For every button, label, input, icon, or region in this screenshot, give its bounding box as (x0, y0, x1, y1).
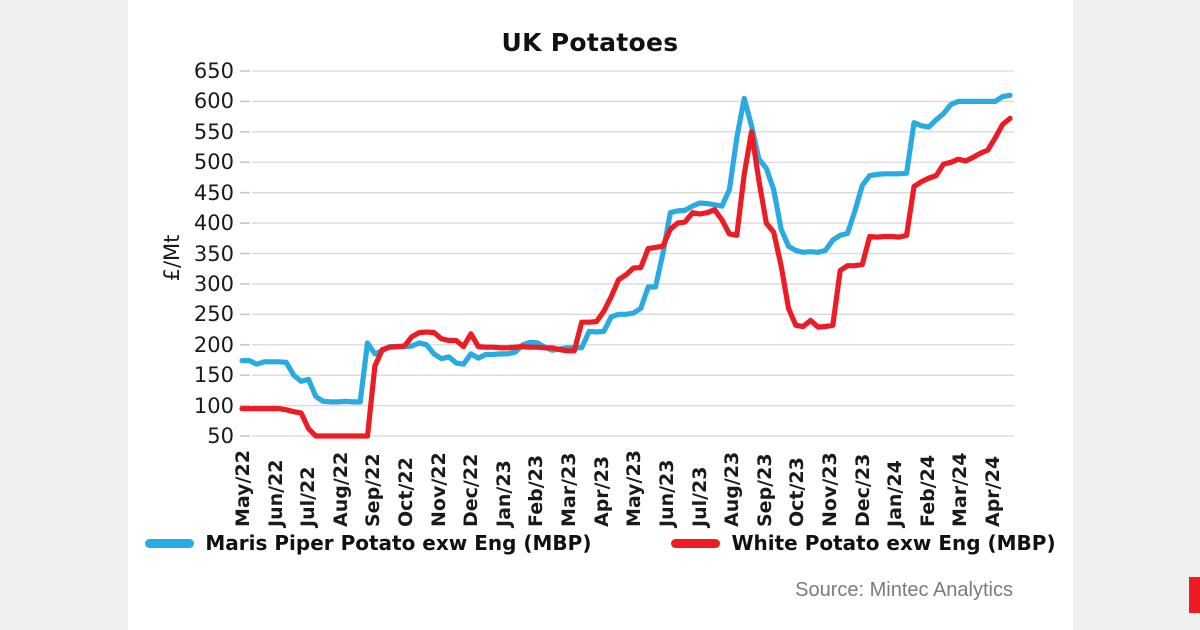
x-tick-label: Oct/22 (395, 457, 418, 527)
y-tick-label: 450 (193, 180, 234, 205)
brand-accent-bar (1189, 577, 1200, 613)
legend-label-white-potato: White Potato exw Eng (MBP) (731, 531, 1056, 555)
y-tick-label: 600 (193, 89, 234, 114)
legend-item-white-potato: White Potato exw Eng (MBP) (671, 531, 1056, 555)
series-line-1 (239, 115, 1013, 439)
y-tick-label: 500 (193, 150, 234, 175)
x-tick-label: Dec/23 (851, 453, 874, 527)
chart-legend: Maris Piper Potato exw Eng (MBP) White P… (128, 531, 1073, 555)
x-tick-label: Sep/23 (753, 453, 776, 527)
y-tick-label: 650 (193, 59, 234, 83)
x-tick-label: May/23 (623, 450, 646, 527)
x-tick-label: Aug/22 (329, 451, 352, 527)
x-tick-label: Jan/24 (884, 460, 907, 527)
source-attribution: Source: Mintec Analytics (795, 579, 1013, 601)
y-tick-label: 200 (193, 332, 234, 357)
y-tick-label: 350 (193, 241, 234, 266)
x-tick-label: Dec/22 (460, 453, 483, 527)
x-tick-label: Aug/23 (721, 451, 744, 527)
y-tick-label: 100 (193, 393, 234, 418)
y-tick-label: 300 (193, 271, 234, 296)
x-tick-label: Nov/22 (427, 452, 450, 527)
x-tick-label: Mar/23 (558, 452, 581, 527)
y-tick-label: 550 (193, 119, 234, 144)
x-tick-label: Jan/23 (492, 460, 515, 527)
y-tick-label: 50 (207, 424, 234, 448)
x-tick-label: Nov/23 (818, 452, 841, 527)
series-line-0 (239, 92, 1013, 405)
x-tick-label: Sep/22 (362, 453, 385, 527)
x-tick-label: Jul/23 (688, 466, 711, 528)
y-tick-label: 150 (193, 363, 234, 388)
y-tick-label: 400 (193, 211, 234, 236)
x-tick-label: Jul/22 (297, 466, 320, 528)
x-tick-label: Feb/23 (525, 454, 548, 527)
x-tick-label: Apr/24 (982, 455, 1004, 527)
legend-item-maris-piper: Maris Piper Potato exw Eng (MBP) (145, 531, 591, 555)
x-tick-label: Apr/23 (590, 455, 613, 527)
legend-label-maris-piper: Maris Piper Potato exw Eng (MBP) (205, 531, 592, 555)
y-tick-label: 250 (193, 302, 234, 327)
chart-title: UK Potatoes (501, 28, 679, 57)
x-tick-label: Mar/24 (949, 452, 972, 527)
x-tick-label: Jun/22 (264, 459, 287, 527)
x-tick-label: May/22 (232, 450, 254, 527)
x-tick-label: Oct/23 (786, 457, 809, 527)
x-tick-label: Feb/24 (916, 454, 939, 527)
x-tick-label: Jun/23 (655, 459, 678, 527)
legend-swatch-white-potato (671, 538, 721, 548)
legend-swatch-maris-piper (145, 538, 195, 548)
